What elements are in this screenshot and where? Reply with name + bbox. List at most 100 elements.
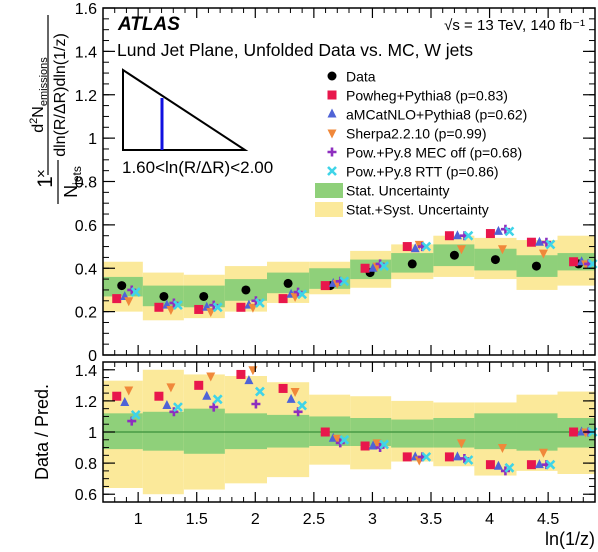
ratio-point-square	[485, 460, 495, 470]
ratio-point-cross	[463, 455, 474, 465]
point-triangle-up	[493, 225, 503, 235]
legend-label: Sherpa2.2.10 (p=0.99)	[346, 126, 487, 142]
point-triangle-up	[410, 243, 420, 253]
stat-band-bin	[183, 408, 225, 454]
point-cross	[172, 300, 183, 311]
ratio-point-cross	[504, 462, 515, 473]
ratio-point-square	[360, 441, 370, 451]
svg-text:dln(R/ΔR)dln(1/z): dln(R/ΔR)dln(1/z)	[52, 33, 69, 157]
ratio-point-triangle-up	[368, 440, 378, 450]
bin-label: 1.60<ln(R/ΔR)<2.00	[122, 158, 273, 177]
x-tick-label: 2	[251, 511, 260, 528]
stat-band-bin	[391, 419, 434, 448]
ratio-point-square	[112, 391, 122, 401]
y-tick-label: 1.4	[75, 363, 97, 380]
y-tick-label: 0.6	[75, 487, 97, 504]
stat-band-bin	[267, 414, 310, 448]
legend-label: aMCatNLO+Pythia8 (p=0.62)	[346, 107, 527, 123]
experiment-label: ATLAS	[117, 14, 180, 35]
ratio-axis-ticks: 1 1.5 2 2.5 3 3.5 4 4.5 0.6 0.8 1 1.2 1.4	[75, 361, 595, 528]
x-tick-label: 4	[485, 511, 494, 528]
ratio-point-square	[402, 452, 412, 462]
ratio-point-cross	[545, 459, 556, 470]
ratio-point-triangle-up	[286, 393, 296, 403]
ratio-point-square	[194, 380, 204, 390]
x-tick-label: 3.5	[420, 511, 442, 528]
point-triangle-down	[538, 249, 548, 259]
y-tick-label: 0.8	[75, 456, 97, 473]
point-circle	[117, 281, 127, 291]
legend-marker-triangle-down	[327, 129, 337, 139]
legend: Data Powheg+Pythia8 (p=0.83) aMCatNLO+Pyth…	[315, 69, 527, 218]
ratio-point-plus	[209, 402, 219, 412]
main-panel: 0 0.2 0.4 0.6 0.8 1 1.2 1.4 1.6 ATLAS √s = 13 Te…	[28, 1, 598, 365]
point-cross	[504, 226, 515, 237]
ratio-point-triangle-up	[493, 460, 503, 470]
svg-text:d2Nemissions: d2Nemissions	[28, 57, 50, 133]
point-square	[278, 294, 288, 304]
main-y-axis-label: 1 Njets	[34, 160, 84, 204]
legend-label: Stat. Uncertainty	[346, 183, 450, 199]
ratio-point-plus	[251, 399, 261, 409]
ratio-point-triangle-up	[244, 375, 254, 385]
ratio-point-triangle-down	[206, 372, 216, 382]
legend-band-swatch	[315, 183, 343, 198]
ratio-point-square	[154, 391, 164, 401]
point-circle	[531, 261, 541, 271]
legend-label: Data	[346, 69, 376, 85]
point-circle	[449, 250, 459, 260]
point-square	[154, 302, 164, 312]
point-square	[236, 302, 246, 312]
legend-label: Powheg+Pythia8 (p=0.83)	[346, 88, 508, 104]
ratio-point-cross	[297, 400, 308, 411]
legend-band-swatch	[315, 202, 343, 217]
legend-label: Pow.+Py.8 MEC off (p=0.68)	[346, 145, 522, 161]
legend-marker-circle	[327, 71, 337, 81]
point-cross	[212, 302, 223, 313]
y-tick-label: 1	[88, 425, 97, 442]
main-y-axis-label-fraction: d2Nemissions dln(R/ΔR)dln(1/z)	[28, 15, 69, 175]
point-square	[112, 294, 122, 304]
point-square	[360, 263, 370, 273]
ratio-point-cross	[379, 439, 390, 450]
point-circle	[283, 278, 293, 288]
point-cross	[463, 230, 474, 241]
ratio-point-cross	[212, 394, 223, 405]
ratio-point-triangle-up	[162, 400, 172, 410]
point-triangle-up	[452, 230, 462, 240]
ratio-point-square	[236, 369, 246, 379]
ratio-point-cross	[172, 402, 183, 413]
ratio-point-triangle-down	[456, 439, 466, 449]
ratio-point-cross	[421, 451, 432, 462]
lund-plane-triangle-icon	[122, 68, 249, 151]
point-square	[526, 237, 536, 247]
ratio-point-square	[320, 427, 330, 437]
y-tick-label: 0.2	[75, 305, 97, 322]
legend-marker-cross	[327, 166, 337, 176]
legend-label: Stat.+Syst. Uncertainty	[346, 202, 489, 218]
point-square	[569, 257, 579, 267]
ratio-point-plus	[169, 407, 179, 417]
ratio-point-square	[278, 383, 288, 393]
y-tick-label: 0	[88, 348, 97, 365]
y-tick-label: 1.4	[75, 44, 97, 61]
point-cross	[254, 298, 265, 308]
point-circle	[199, 291, 209, 301]
stat-band-bin	[103, 413, 143, 450]
point-cross	[379, 261, 390, 272]
legend-marker-plus	[327, 147, 337, 157]
point-triangle-down	[456, 245, 466, 255]
point-cross	[297, 289, 308, 300]
svg-text:1: 1	[34, 176, 57, 188]
stat-band-bin	[224, 413, 267, 450]
y-tick-label: 0.4	[75, 261, 97, 278]
y-tick-label: 1.2	[75, 88, 97, 105]
ratio-panel: 1 1.5 2 2.5 3 3.5 4 4.5 0.6 0.8 1 1.2 1.4 Data / Pre…	[32, 361, 598, 549]
legend-label: Pow.+Py.8 RTT (p=0.86)	[346, 164, 499, 180]
point-circle	[407, 259, 417, 269]
legend-marker-square	[327, 90, 337, 100]
stat-band-bin	[474, 413, 517, 450]
point-circle	[241, 285, 251, 295]
x-tick-label: 2.5	[303, 511, 325, 528]
